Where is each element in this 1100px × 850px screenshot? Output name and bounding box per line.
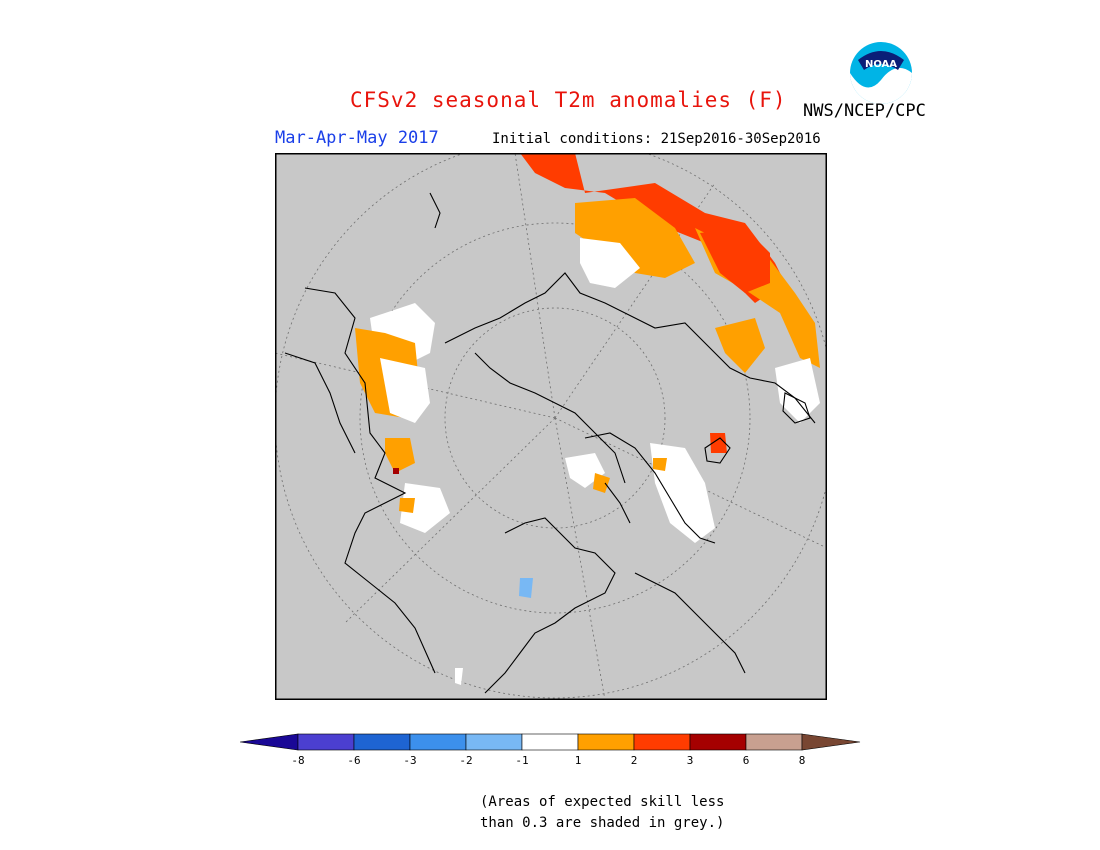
color-scale-bar: -8 -6 -3 -2 -1 1 2 3 6 8 bbox=[239, 732, 862, 776]
color-tick-label: -1 bbox=[515, 754, 528, 767]
polar-anomaly-map bbox=[274, 137, 836, 704]
anomaly-shading bbox=[355, 153, 820, 685]
color-segment-2 bbox=[353, 733, 411, 751]
color-tick-label: 6 bbox=[743, 754, 750, 767]
color-segment-1 bbox=[297, 733, 355, 751]
color-tick-label: 2 bbox=[631, 754, 638, 767]
color-segment-3 bbox=[409, 733, 467, 751]
season-label: Mar-Apr-May 2017 bbox=[275, 128, 439, 148]
color-tick-label: -8 bbox=[291, 754, 304, 767]
initial-conditions-label: Initial conditions: 21Sep2016-30Sep2016 bbox=[492, 131, 821, 147]
color-segment-6 bbox=[577, 733, 635, 751]
color-tick-label: -6 bbox=[347, 754, 360, 767]
color-tick-label: -2 bbox=[459, 754, 472, 767]
skill-note-line1: (Areas of expected skill less bbox=[480, 794, 725, 810]
noaa-logo: NOAA bbox=[848, 40, 914, 110]
noaa-logo-text: NOAA bbox=[865, 59, 897, 70]
agency-label: NWS/NCEP/CPC bbox=[803, 101, 926, 121]
map-frame bbox=[274, 152, 828, 701]
color-segment-7 bbox=[633, 733, 691, 751]
color-segment-9 bbox=[745, 733, 803, 751]
color-tick-label: 8 bbox=[799, 754, 806, 767]
skill-note: (Areas of expected skill less than 0.3 a… bbox=[480, 792, 724, 834]
color-segment-4 bbox=[465, 733, 523, 751]
color-tick-label: 1 bbox=[575, 754, 582, 767]
map-title: CFSv2 seasonal T2m anomalies (F) bbox=[350, 88, 787, 112]
color-segment-5 bbox=[521, 733, 579, 751]
color-segment-10 bbox=[801, 733, 861, 751]
color-segment-8 bbox=[689, 733, 747, 751]
color-segment-0 bbox=[239, 733, 299, 751]
color-tick-label: 3 bbox=[687, 754, 694, 767]
skill-note-line2: than 0.3 are shaded in grey.) bbox=[480, 815, 725, 831]
coastlines bbox=[284, 192, 816, 694]
color-tick-label: -3 bbox=[403, 754, 416, 767]
